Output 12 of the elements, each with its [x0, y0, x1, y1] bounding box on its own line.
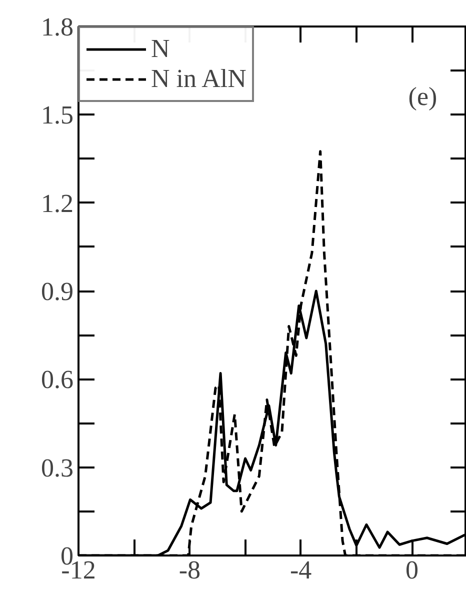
annotation: (e) [408, 82, 438, 112]
y-tick-label: 1.5 [41, 100, 74, 130]
x-tick-label: -8 [178, 556, 201, 584]
legend-label: N [151, 34, 171, 64]
legend-label: N in AlN [151, 64, 246, 94]
x-tick-label: -4 [290, 556, 312, 584]
y-tick-label: 0.6 [41, 365, 74, 394]
y-tick-label: 1.8 [41, 12, 74, 42]
x-tick-label: 0 [406, 556, 419, 584]
y-tick-label: 0.3 [41, 453, 74, 482]
y-tick-label: 0.9 [41, 277, 74, 306]
y-tick-label: 1.2 [41, 188, 74, 218]
